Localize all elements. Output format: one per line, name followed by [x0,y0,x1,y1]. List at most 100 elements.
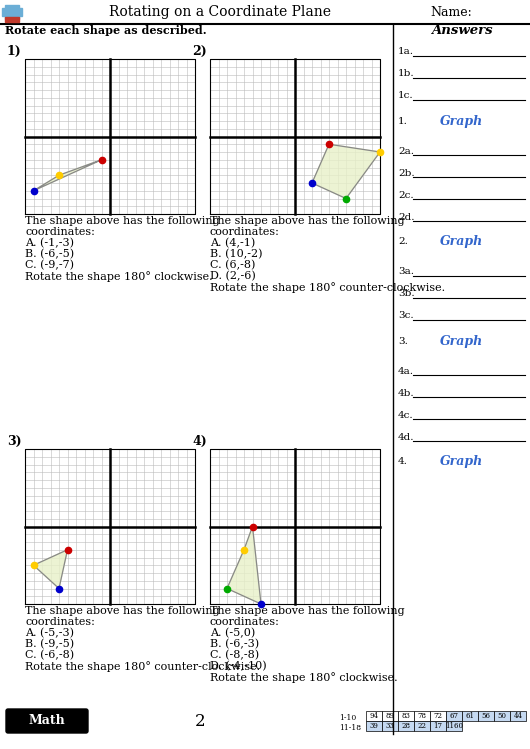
Text: 4c.: 4c. [398,410,413,419]
Text: 3.: 3. [398,336,408,345]
Text: The shape above has the following: The shape above has the following [210,606,404,616]
Text: D. (2,-6): D. (2,-6) [210,271,256,282]
Text: coordinates:: coordinates: [25,227,95,237]
Text: 3b.: 3b. [398,290,414,299]
Text: 2a.: 2a. [398,147,414,156]
Text: 1): 1) [7,44,22,58]
Text: Answers: Answers [431,25,493,37]
Text: 1.: 1. [398,117,408,126]
Text: 4a.: 4a. [398,366,414,375]
Text: C. (6,-8): C. (6,-8) [210,260,255,270]
Text: Math: Math [29,715,65,727]
Text: B. (-9,-5): B. (-9,-5) [25,639,74,649]
Bar [494,711,510,721]
Text: B. (-6,-3): B. (-6,-3) [210,639,259,649]
Text: 4): 4) [192,434,207,447]
Text: Graph: Graph [440,115,483,127]
Text: 4d.: 4d. [398,432,414,441]
FancyBboxPatch shape [6,709,88,733]
Text: 2.: 2. [398,237,408,246]
Text: Name:: Name: [430,5,472,19]
Text: 22: 22 [418,722,427,730]
Bar [462,711,478,721]
Text: 39: 39 [369,722,378,730]
Text: 33: 33 [386,722,394,730]
Text: coordinates:: coordinates: [25,617,95,627]
Text: C. (-9,-7): C. (-9,-7) [25,260,74,270]
Text: A. (4,-1): A. (4,-1) [210,238,255,249]
Text: 2d.: 2d. [398,213,414,222]
Text: Rotate the shape 180° counter-clockwise.: Rotate the shape 180° counter-clockwise. [210,282,445,293]
Bar [430,721,446,731]
Text: A. (-5,0): A. (-5,0) [210,628,255,638]
Text: Rotate each shape as described.: Rotate each shape as described. [5,25,207,35]
Text: The shape above has the following: The shape above has the following [25,606,219,616]
Bar [366,711,382,721]
Text: 1-10: 1-10 [339,714,356,722]
Text: 3): 3) [7,434,22,447]
Text: The shape above has the following: The shape above has the following [210,216,404,226]
Text: 4.: 4. [398,458,408,467]
Text: 17: 17 [434,722,443,730]
Text: Graph: Graph [440,235,483,249]
Text: 1c.: 1c. [398,91,413,100]
Text: 61: 61 [465,712,474,720]
Text: The shape above has the following: The shape above has the following [25,216,219,226]
Bar [382,711,398,721]
Text: 56: 56 [481,712,490,720]
Text: 72: 72 [434,712,443,720]
Text: 1160: 1160 [445,722,463,730]
Bar [5,17,19,22]
Bar [478,711,494,721]
Text: 83: 83 [402,712,410,720]
Bar [398,711,414,721]
Bar [510,711,526,721]
Text: 50: 50 [498,712,507,720]
Bar [398,721,414,731]
Text: 44: 44 [514,712,523,720]
Text: 1a.: 1a. [398,47,414,56]
Text: B. (-6,-5): B. (-6,-5) [25,249,74,259]
Bar [446,721,462,731]
Bar [430,711,446,721]
Text: 94: 94 [369,712,378,720]
Text: 11-18: 11-18 [339,724,361,732]
Text: 4b.: 4b. [398,389,414,398]
Text: 78: 78 [418,712,427,720]
Text: C. (-6,-8): C. (-6,-8) [25,650,74,661]
Text: coordinates:: coordinates: [210,227,280,237]
Text: 3c.: 3c. [398,312,413,321]
Polygon shape [33,160,102,191]
Polygon shape [33,550,67,589]
Text: coordinates:: coordinates: [210,617,280,627]
Text: 89: 89 [385,712,394,720]
Text: 1b.: 1b. [398,70,414,79]
Bar [446,711,462,721]
Text: C. (-8,-8): C. (-8,-8) [210,650,259,661]
Text: Graph: Graph [440,455,483,469]
Text: 2c.: 2c. [398,190,413,199]
Text: 2: 2 [195,712,205,730]
Text: Rotate the shape 180° clockwise.: Rotate the shape 180° clockwise. [25,271,213,282]
Text: B. (10,-2): B. (10,-2) [210,249,262,259]
Bar [366,721,382,731]
Bar [5,5,19,19]
Text: 2): 2) [192,44,207,58]
Text: D. (-4,-10): D. (-4,-10) [210,661,267,671]
Text: Graph: Graph [440,335,483,348]
Bar [414,721,430,731]
Polygon shape [312,145,380,198]
Text: Rotating on a Coordinate Plane: Rotating on a Coordinate Plane [109,5,331,19]
Text: 3a.: 3a. [398,267,414,276]
Text: 28: 28 [402,722,411,730]
Text: A. (-1,-3): A. (-1,-3) [25,238,74,249]
Bar [382,721,398,731]
Polygon shape [227,527,261,604]
Text: 2b.: 2b. [398,169,414,178]
Bar [414,711,430,721]
Text: Rotate the shape 180° clockwise.: Rotate the shape 180° clockwise. [210,672,398,683]
Bar [2,8,22,16]
Text: A. (-5,-3): A. (-5,-3) [25,628,74,638]
Text: 67: 67 [449,712,458,720]
Text: Rotate the shape 180° counter-clockwise.: Rotate the shape 180° counter-clockwise. [25,661,260,672]
